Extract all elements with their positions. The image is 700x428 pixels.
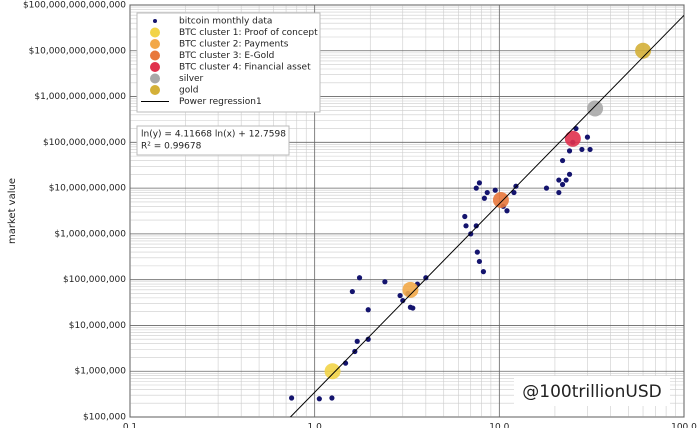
data-point [473, 185, 479, 191]
legend-marker [150, 73, 160, 84]
watermark: @100trillionUSD [522, 382, 662, 402]
watermark-box [514, 376, 670, 406]
data-point [354, 338, 360, 344]
data-point [556, 177, 562, 183]
data-point [316, 396, 322, 402]
data-point [635, 42, 652, 59]
legend-marker [150, 85, 160, 95]
data-point [556, 189, 562, 196]
data-point [382, 279, 388, 285]
data-point [473, 223, 479, 229]
overlay: $100,000 $1,000,000 $10,000,000 $100,000,00… [23, 1, 697, 428]
data-point [511, 189, 517, 196]
regression-line [289, 14, 684, 417]
data-point [410, 305, 416, 311]
y-axis-label: market value [7, 178, 18, 244]
data-point [484, 189, 490, 196]
data-point [397, 292, 403, 299]
data-point [584, 134, 591, 140]
legend-marker [150, 62, 160, 72]
data-point [329, 395, 335, 401]
data-point [474, 249, 480, 255]
legend-marker [150, 50, 160, 61]
data-point [481, 195, 487, 201]
legend-label: silver [179, 74, 204, 84]
annotation-box [136, 125, 290, 156]
data-point [566, 148, 573, 154]
data-point [480, 269, 487, 275]
y-tick-label: $10,000,000 [69, 321, 127, 331]
annotation: ln(y) = 4.11668 ln(x) + 12.7598 [141, 130, 286, 140]
data-point [492, 187, 498, 193]
legend-label: gold [179, 86, 198, 96]
x-tick-label: 10.0 [489, 423, 509, 428]
legend-label: BTC cluster 4: Financial asset [179, 63, 311, 73]
data-point [400, 297, 406, 304]
y-tick-label: $1,000,000,000 [54, 229, 126, 239]
data-point [356, 275, 363, 281]
y-tick-label: $100,000 [83, 413, 126, 423]
legend-label: Power regression1 [179, 97, 262, 107]
data-point [463, 223, 469, 229]
x-tick-label: 100.0 [671, 423, 697, 428]
y-tick-label: $100,000,000,000,000 [23, 1, 126, 11]
y-tick-label: $100,000,000,000 [43, 138, 126, 148]
data-point [559, 181, 566, 188]
x-tick-label: 1.0 [308, 423, 323, 428]
data-point [587, 100, 604, 117]
y-tick-label: $1,000,000,000,000 [34, 92, 126, 102]
y-tick-label: $10,000,000,000 [49, 184, 127, 194]
data-point [476, 258, 483, 265]
data-point [566, 171, 573, 177]
data-point [288, 395, 295, 401]
data-point [559, 157, 566, 164]
legend-label: BTC cluster 2: Payments [179, 40, 289, 50]
data-point [402, 281, 419, 298]
legend-box [136, 12, 321, 113]
legend-marker [150, 27, 160, 38]
data-point [349, 288, 355, 295]
legend-label: BTC cluster 1: Proof of concept [179, 28, 318, 38]
y-tick-label: $10,000,000,000,000 [29, 46, 127, 56]
data-point [492, 191, 509, 208]
data-point [564, 130, 581, 147]
data-point [504, 208, 510, 214]
legend-label: BTC cluster 3: E-Gold [179, 51, 274, 61]
data-point [543, 185, 550, 191]
annotation: R² = 0.99678 [141, 142, 202, 152]
data-point [587, 146, 593, 153]
marks [288, 14, 684, 417]
data-point [324, 363, 341, 380]
data-point [423, 275, 429, 281]
data-point [365, 307, 371, 313]
y-tick-label: $100,000,000 [63, 275, 126, 285]
data-point [462, 213, 468, 220]
legend-label: bitcoin monthly data [179, 17, 272, 27]
data-point [579, 146, 585, 153]
legend-marker [150, 39, 160, 49]
data-point [365, 336, 371, 342]
data-point [476, 180, 483, 186]
x-tick-label: 0.1 [123, 423, 137, 428]
data-point [563, 177, 569, 183]
data-point [468, 231, 474, 237]
legend-marker [153, 19, 157, 23]
y-tick-label: $1,000,000 [74, 367, 126, 377]
